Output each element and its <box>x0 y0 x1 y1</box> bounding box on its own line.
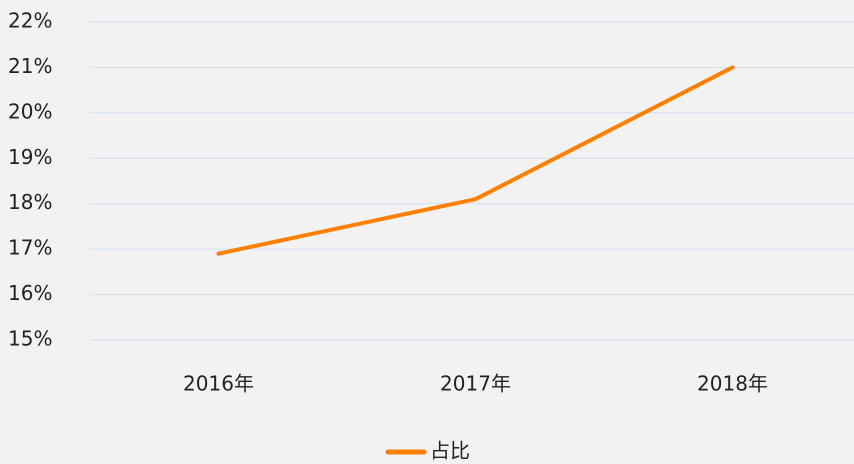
y-tick-label: 22% <box>8 9 52 33</box>
x-tick-label: 2016年 <box>183 372 254 396</box>
x-tick-label: 2017年 <box>440 372 511 396</box>
y-tick-label: 15% <box>8 327 52 351</box>
y-tick-label: 19% <box>8 145 52 169</box>
y-tick-label: 17% <box>8 236 52 260</box>
x-tick-label: 2018年 <box>697 372 768 396</box>
y-tick-label: 20% <box>8 99 52 123</box>
y-tick-label: 21% <box>8 54 52 78</box>
data-line <box>216 65 735 256</box>
legend-label: 占比 <box>430 439 470 463</box>
y-tick-label: 18% <box>8 190 52 214</box>
y-tick-label: 16% <box>8 281 52 305</box>
